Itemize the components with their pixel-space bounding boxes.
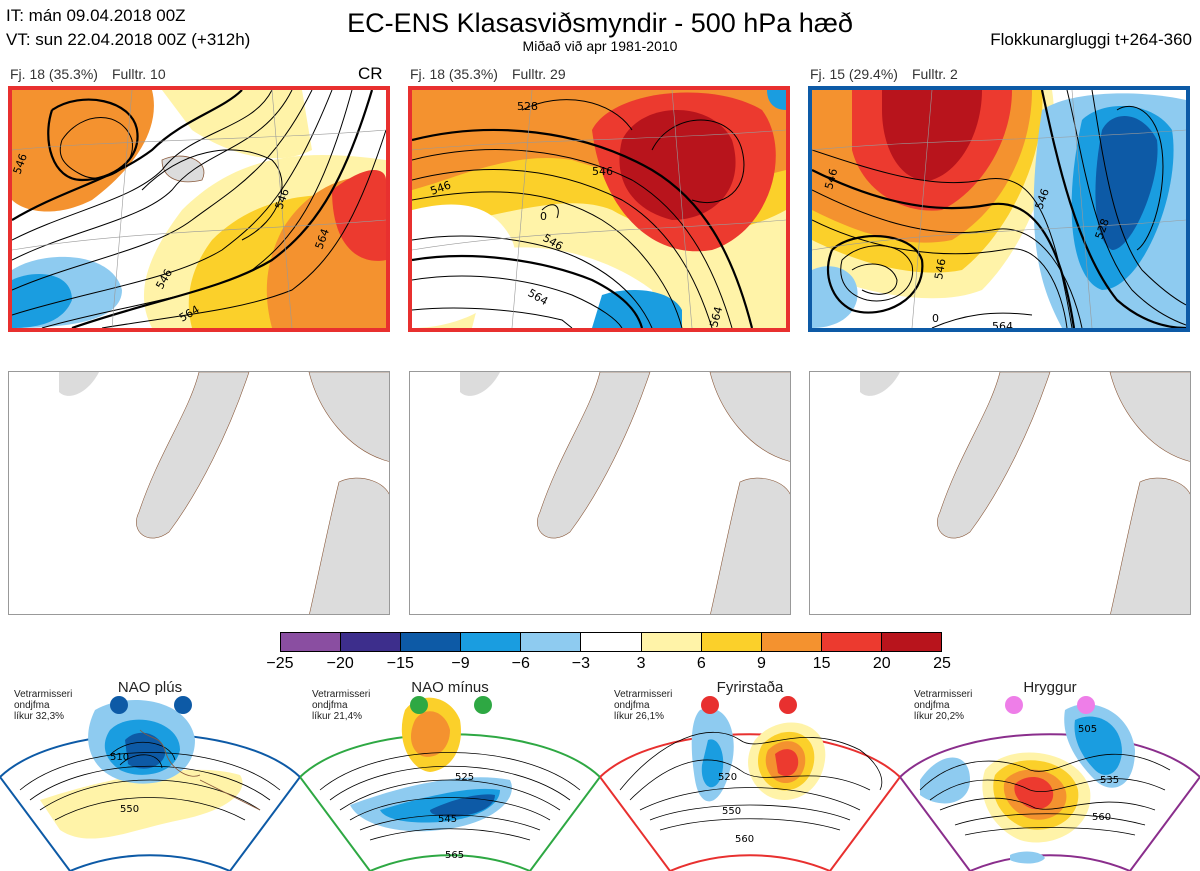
initial-time: IT: mán 09.04.2018 00Z — [6, 6, 186, 25]
colorbar-tick-label: −9 — [451, 655, 470, 672]
regime-name: Fyrirstaða — [716, 679, 784, 696]
regime-contour-label: 565 — [445, 850, 464, 861]
cluster-3-contour-label: 0 — [932, 312, 939, 325]
cluster-3-fj: Fj. 15 (29.4%) — [810, 66, 898, 82]
colorbar-swatch — [701, 633, 762, 651]
regime-info: Vetrarmisseri ondjfma líkur 26,1% — [614, 689, 673, 722]
regime-name: Hryggur — [1023, 679, 1077, 696]
colorbar-swatch — [521, 633, 582, 651]
regime-nao-plus: 510 550 NAO plús Vetrarmisseri ondjfma lík… — [0, 679, 300, 871]
regime-dot — [110, 696, 128, 714]
cluster-2-contour-label: 546 — [592, 165, 613, 178]
regime-blocking: 520 550 560 Fyrirstaða Vetrarmisseri ondj… — [600, 679, 900, 871]
regime-name: NAO plús — [117, 679, 183, 696]
regime-info: Vetrarmisseri ondjfma líkur 21,4% — [312, 689, 371, 722]
colorbar-swatch — [761, 633, 822, 651]
empty-map-1 — [8, 371, 390, 615]
colorbar-tick-label: −15 — [386, 655, 414, 672]
colorbar-swatch — [881, 633, 942, 651]
cluster-1-label: Fj. 18 (35.3%) Fulltr. 10 — [10, 66, 180, 82]
colorbar-tick-label: 3 — [636, 655, 646, 672]
regime-dot — [1077, 696, 1095, 714]
regime-dot — [410, 696, 428, 714]
regime-dot — [779, 696, 797, 714]
cluster-1-fj: Fj. 18 (35.3%) — [10, 66, 98, 82]
regime-contour-label: 545 — [438, 814, 457, 825]
colorbar-swatch — [281, 633, 342, 651]
page-subtitle: Miðað við apr 1981-2010 — [522, 38, 678, 54]
regime-ridge: 505 535 560 Hryggur Vetrarmisseri ondjfma… — [900, 679, 1200, 871]
colorbar-swatch — [461, 633, 522, 651]
cluster-2-fj: Fj. 18 (35.3%) — [410, 66, 498, 82]
colorbar-tick-label: −20 — [326, 655, 354, 672]
colorbar-tick-label: 6 — [696, 655, 706, 672]
colorbar-tick-label: 25 — [933, 655, 951, 672]
cluster-2-rep: Fulltr. 29 — [511, 66, 566, 82]
cluster-2-contour-label: 528 — [517, 100, 538, 113]
regime-contour-label: 535 — [1100, 775, 1119, 786]
colorbar-tick-label: −25 — [266, 655, 294, 672]
regime-info: Vetrarmisseri ondjfma líkur 32,3% — [14, 689, 73, 722]
regime-contour-label: 520 — [718, 772, 737, 783]
cluster-3-contour-label: 564 — [992, 320, 1013, 328]
colorbar-swatch — [341, 633, 402, 651]
regime-info: Vetrarmisseri ondjfma líkur 20,2% — [914, 689, 973, 722]
regime-name: NAO mínus — [411, 679, 489, 696]
regime-dot — [474, 696, 492, 714]
colorbar-tick-label: 20 — [872, 655, 891, 672]
empty-map-2 — [409, 371, 791, 615]
regime-contour-label: 560 — [735, 834, 754, 845]
cluster-1-tag: CR — [358, 64, 383, 83]
classification-window: Flokkunargluggi t+264-360 — [990, 30, 1192, 49]
cluster-2-contour-label: 0 — [540, 210, 547, 223]
colorbar-tick-label: −6 — [511, 655, 530, 672]
regime-contour-label: 525 — [455, 772, 474, 783]
colorbar-swatch — [641, 633, 702, 651]
colorbar-tick-label: −3 — [571, 655, 591, 672]
valid-time: VT: sun 22.04.2018 00Z (+312h) — [6, 30, 251, 49]
cluster-2-label: Fj. 18 (35.3%) Fulltr. 29 — [410, 66, 580, 82]
colorbar — [280, 632, 942, 652]
cluster-3-contour-label: 546 — [932, 258, 948, 281]
colorbar-tick-label: 9 — [757, 655, 766, 672]
cluster-2-contour-label: 564 — [707, 305, 725, 328]
regime-dot — [174, 696, 192, 714]
regime-contour-label: 560 — [1092, 812, 1111, 823]
cluster-1-map: 546 546 564 564 546 — [8, 86, 390, 332]
cluster-3-label: Fj. 15 (29.4%) Fulltr. 2 — [810, 66, 972, 82]
regime-contour-label: 510 — [110, 752, 129, 763]
colorbar-swatch — [821, 633, 882, 651]
colorbar-swatch — [581, 633, 642, 651]
empty-map-3 — [809, 371, 1191, 615]
page-title: EC-ENS Klasasviðsmyndir - 500 hPa hæð — [347, 8, 853, 38]
regime-contour-label: 550 — [722, 806, 741, 817]
cluster-3-map: 546 546 546 528 564 0 — [808, 86, 1190, 332]
cluster-2-map: 546 546 564 528 546 564 0 — [408, 86, 790, 332]
regime-dot — [1005, 696, 1023, 714]
regime-dot — [701, 696, 719, 714]
cluster-3-rep: Fulltr. 2 — [911, 66, 958, 82]
cluster-1-rep: Fulltr. 10 — [111, 66, 166, 82]
regime-contour-label: 550 — [120, 804, 139, 815]
colorbar-swatch — [401, 633, 462, 651]
regime-nao-minus: 525 545 565 NAO mínus Vetrarmisseri ondjf… — [300, 679, 600, 871]
colorbar-tick-label: 15 — [812, 655, 831, 672]
regime-contour-label: 505 — [1078, 724, 1097, 735]
cluster-3-contour-label: 546 — [822, 167, 840, 191]
